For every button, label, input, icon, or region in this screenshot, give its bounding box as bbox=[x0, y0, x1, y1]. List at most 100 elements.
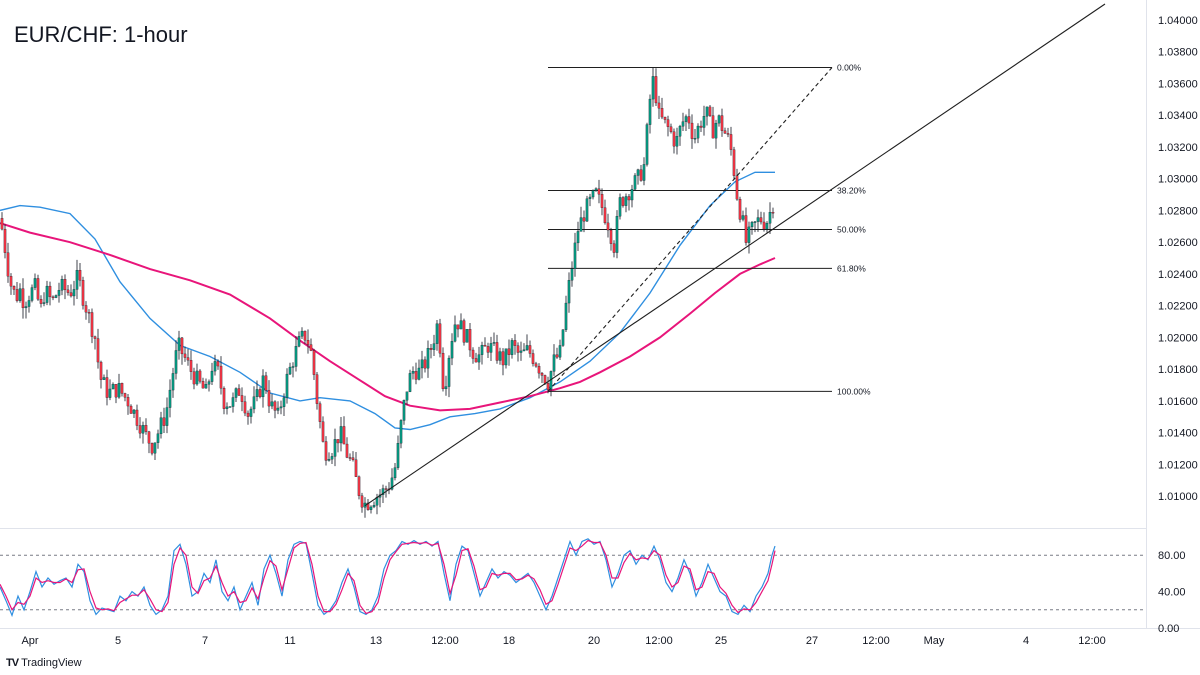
candle bbox=[45, 280, 49, 306]
price-tick-label: 1.01000 bbox=[1158, 491, 1198, 503]
candle bbox=[435, 319, 439, 351]
candle bbox=[288, 362, 292, 376]
candle bbox=[768, 202, 772, 235]
time-tick-label: 12:00 bbox=[862, 635, 890, 647]
candle bbox=[477, 346, 481, 370]
candle bbox=[207, 379, 211, 392]
price-tick-label: 1.04000 bbox=[1158, 15, 1198, 27]
time-tick-label: 18 bbox=[503, 635, 515, 647]
candle bbox=[81, 276, 85, 310]
candle bbox=[660, 97, 664, 120]
candle bbox=[18, 283, 22, 303]
candle bbox=[720, 108, 724, 137]
candle bbox=[567, 272, 571, 313]
fib-diagonal-line[interactable] bbox=[547, 67, 833, 392]
candle bbox=[741, 210, 745, 222]
candle bbox=[489, 336, 493, 361]
candle bbox=[669, 123, 673, 134]
candle bbox=[612, 240, 616, 258]
candle bbox=[648, 94, 652, 134]
candle bbox=[198, 369, 202, 384]
candle bbox=[261, 369, 265, 408]
candle bbox=[537, 363, 541, 379]
candle bbox=[498, 347, 502, 365]
candle bbox=[33, 273, 37, 291]
ascending-trendline[interactable] bbox=[364, 3, 1106, 507]
candle bbox=[558, 339, 562, 360]
candle bbox=[249, 406, 253, 424]
candle bbox=[174, 340, 178, 380]
candle bbox=[177, 330, 181, 360]
candle bbox=[408, 369, 412, 393]
candle bbox=[84, 301, 88, 320]
candle bbox=[540, 371, 544, 384]
candle bbox=[165, 397, 169, 434]
candle bbox=[357, 475, 361, 500]
fib-level-label: 0.00% bbox=[837, 63, 862, 73]
candle bbox=[702, 105, 706, 136]
candle bbox=[639, 164, 643, 182]
candle bbox=[738, 196, 742, 223]
time-tick-label: 13 bbox=[370, 635, 382, 647]
candle bbox=[21, 278, 25, 319]
candle bbox=[210, 362, 214, 385]
candle bbox=[756, 209, 760, 232]
candle bbox=[447, 355, 451, 398]
candle bbox=[351, 451, 355, 462]
candle bbox=[126, 394, 130, 415]
candle bbox=[555, 347, 559, 359]
candle bbox=[528, 340, 532, 358]
candle bbox=[219, 356, 223, 395]
candle bbox=[462, 318, 466, 346]
fib-level-label: 50.00% bbox=[837, 224, 866, 234]
candle bbox=[585, 195, 589, 222]
candle bbox=[312, 348, 316, 381]
candle bbox=[501, 348, 505, 376]
candle bbox=[342, 416, 346, 445]
candle bbox=[402, 399, 406, 425]
price-tick-label: 1.03400 bbox=[1158, 110, 1198, 122]
price-tick-label: 1.01200 bbox=[1158, 459, 1198, 471]
candle bbox=[426, 340, 430, 378]
candle bbox=[327, 452, 331, 462]
candle bbox=[531, 349, 535, 367]
candle bbox=[624, 193, 628, 213]
time-tick-label: 25 bbox=[715, 635, 727, 647]
candle bbox=[360, 492, 364, 513]
trendlines[interactable] bbox=[364, 3, 1106, 507]
oscillator-axis-labels: 80.00 40.00 0.00 bbox=[1158, 550, 1186, 635]
tradingview-watermark: TV TradingView bbox=[6, 657, 82, 669]
candle bbox=[651, 67, 655, 107]
fib-level-label: 38.20% bbox=[837, 186, 866, 196]
candle bbox=[444, 375, 448, 396]
candle bbox=[135, 404, 139, 431]
candle bbox=[51, 295, 55, 301]
candle bbox=[588, 193, 592, 207]
candle bbox=[315, 371, 319, 410]
candle bbox=[147, 430, 151, 454]
candle bbox=[201, 377, 205, 389]
candle bbox=[39, 295, 43, 308]
candle bbox=[36, 274, 40, 301]
candle bbox=[480, 341, 484, 365]
candle bbox=[144, 418, 148, 435]
candle bbox=[723, 127, 727, 134]
candle bbox=[270, 393, 274, 410]
candle bbox=[348, 453, 352, 462]
tradingview-logo-icon: TV bbox=[6, 657, 19, 669]
candle bbox=[78, 263, 82, 287]
time-tick-label: 4 bbox=[1023, 635, 1029, 647]
time-tick-label: 27 bbox=[806, 635, 818, 647]
candle bbox=[111, 382, 115, 390]
oscillator-tick-label: 0.00 bbox=[1158, 623, 1179, 635]
candle bbox=[438, 318, 442, 358]
candle bbox=[12, 285, 16, 295]
time-tick-label: 12:00 bbox=[431, 635, 459, 647]
candle bbox=[93, 335, 97, 350]
candle bbox=[696, 123, 700, 144]
candle bbox=[246, 410, 250, 425]
candle bbox=[264, 371, 268, 394]
candle bbox=[666, 115, 670, 137]
moving-averages bbox=[0, 171, 776, 431]
